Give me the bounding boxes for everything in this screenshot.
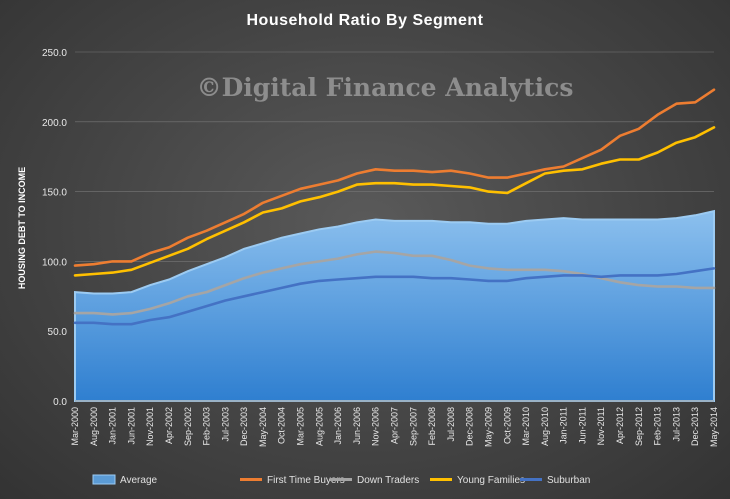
x-tick-label: Apr-2007 [390, 407, 400, 444]
x-tick-label: Dec-2003 [239, 407, 249, 446]
x-tick-label: May-2009 [484, 407, 494, 447]
series-line-first-time-buyers [73, 88, 716, 267]
x-tick-label: Jan-2006 [333, 407, 343, 445]
x-tick-label: Aug-2000 [89, 407, 99, 446]
x-tick-label: Mar-2000 [70, 407, 80, 446]
x-tick-label: May-2014 [709, 407, 719, 447]
y-tick-label: 50.0 [48, 327, 68, 338]
x-tick-label: Oct-2004 [277, 407, 287, 444]
watermark-text: ©Digital Finance Analytics [197, 73, 574, 102]
x-tick-label: Jun-2001 [126, 407, 136, 445]
legend-label: Average [120, 475, 158, 486]
legend-label: Young Families [457, 475, 525, 486]
chart-title: Household Ratio By Segment [246, 12, 483, 29]
x-tick-label: Apr-2012 [615, 407, 625, 444]
x-tick-label: Sep-2007 [408, 407, 418, 446]
x-tick-label: Feb-2013 [653, 407, 663, 446]
x-tick-label: Apr-2002 [164, 407, 174, 444]
x-tick-label: Jun-2006 [352, 407, 362, 445]
x-tick-label: Nov-2011 [596, 407, 606, 445]
plot-area [73, 88, 716, 402]
x-tick-label: Jan-2001 [108, 407, 118, 445]
x-tick-label: Jul-2003 [220, 407, 230, 442]
x-tick-label: Nov-2006 [371, 407, 381, 446]
series-line-suburban [73, 267, 716, 326]
x-tick-label: Jan-2011 [559, 407, 569, 444]
x-tick-label: Aug-2010 [540, 407, 550, 446]
legend-swatch [92, 474, 116, 485]
x-tick-label: Mar-2010 [521, 407, 531, 446]
x-tick-label: Jun-2011 [577, 407, 587, 444]
y-tick-label: 0.0 [53, 397, 67, 408]
x-tick-label: Sep-2002 [183, 407, 193, 446]
series-line-down-traders [73, 250, 716, 316]
x-tick-label: May-2004 [258, 407, 268, 447]
legend-label: First Time Buyers [267, 475, 345, 486]
x-tick-label: Feb-2003 [202, 407, 212, 446]
legend-label: Down Traders [357, 475, 419, 486]
x-tick-label: Dec-2013 [690, 407, 700, 446]
x-tick-label: Jul-2008 [446, 407, 456, 442]
x-tick-label: Aug-2005 [314, 407, 324, 446]
y-tick-label: 100.0 [42, 257, 67, 268]
y-tick-label: 200.0 [42, 118, 67, 129]
x-tick-label: Sep-2012 [634, 407, 644, 446]
y-axis-label: HOUSING DEBT TO INCOME [17, 167, 27, 289]
x-tick-label: Feb-2008 [427, 407, 437, 446]
x-tick-label: Nov-2001 [145, 407, 155, 446]
x-tick-label: Mar-2005 [296, 407, 306, 446]
x-tick-label: Dec-2008 [465, 407, 475, 446]
x-tick-label: Jul-2013 [671, 407, 681, 442]
y-tick-label: 250.0 [42, 48, 67, 59]
x-tick-label: Oct-2009 [502, 407, 512, 444]
x-axis-ticks: Mar-2000 Aug-2000 Jan-2001 Jun-2001 Nov-2001… [70, 407, 719, 447]
legend-label: Suburban [547, 475, 590, 486]
y-tick-label: 150.0 [42, 188, 67, 199]
series-line-young-families [73, 126, 716, 277]
legend: Average First Time Buyers Down Traders Youn… [92, 474, 590, 486]
series-area-average [74, 209, 715, 402]
